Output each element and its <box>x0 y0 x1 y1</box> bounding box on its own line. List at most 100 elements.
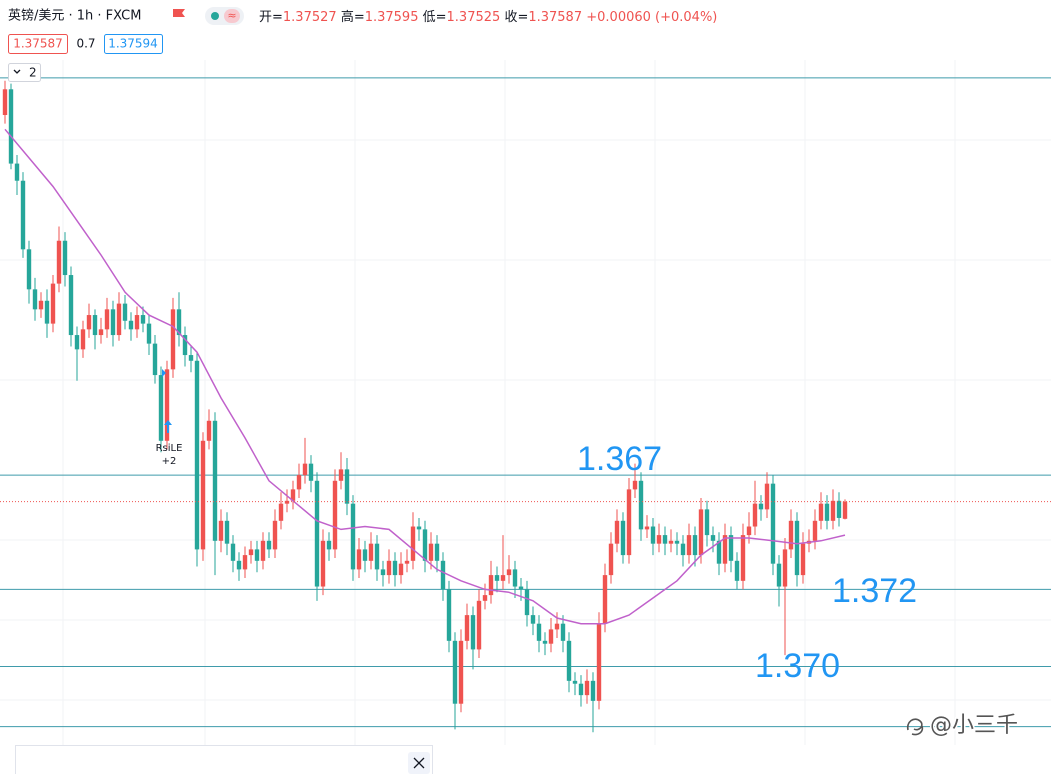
candle-body <box>770 483 776 564</box>
candle-body <box>782 549 788 587</box>
candle-body <box>452 640 458 704</box>
candle-body <box>554 623 560 630</box>
candle-body <box>776 563 782 587</box>
candle-body <box>176 309 182 336</box>
candle-body <box>410 526 416 561</box>
candle-body <box>842 501 848 519</box>
candle-body <box>116 303 122 336</box>
annotation: 1.372 <box>832 572 917 610</box>
bid-price[interactable]: 1.37587 <box>13 37 63 51</box>
candle-body <box>296 475 302 490</box>
candle-body <box>476 600 482 650</box>
candle-body <box>344 469 350 504</box>
candle-body <box>536 623 542 641</box>
candle-body <box>320 540 326 587</box>
candle-body <box>338 469 344 481</box>
candle-body <box>638 480 644 530</box>
candle-body <box>620 520 626 556</box>
indicator-count[interactable]: 2 <box>29 66 37 80</box>
candle-body <box>110 309 116 336</box>
watermark-icon <box>906 718 924 736</box>
candle-body <box>104 309 110 330</box>
indicators-toggle[interactable] <box>8 63 41 82</box>
candle-body <box>260 540 266 561</box>
candle-body <box>518 586 524 590</box>
candle-body <box>374 543 380 570</box>
candle-body <box>254 549 260 561</box>
candle-body <box>26 249 32 290</box>
spread: 0.7 <box>76 37 95 51</box>
candle-body <box>764 483 770 510</box>
symbol-title[interactable]: 英镑/美元 · 1h · FXCM <box>8 8 141 24</box>
candle-body <box>704 509 710 536</box>
candle-body <box>32 289 38 310</box>
candle-body <box>662 535 668 544</box>
candle-body <box>386 560 392 576</box>
candle-body <box>506 569 512 576</box>
ohlc-value: 1.37587 <box>528 10 582 25</box>
ohlc-label: 收= <box>504 10 528 25</box>
candle-body <box>278 503 284 521</box>
candle-body <box>74 335 80 350</box>
candle-body <box>734 560 740 581</box>
candle-body <box>722 535 728 564</box>
candle-body <box>314 480 320 587</box>
candle-body <box>194 360 200 550</box>
candle-body <box>122 303 128 321</box>
annotation: 1.370 <box>755 647 840 685</box>
change: +0.00060 <box>586 10 651 25</box>
candle-body <box>446 589 452 641</box>
candle-body <box>356 549 362 570</box>
ask-price[interactable]: 1.37594 <box>108 37 158 51</box>
candle-body <box>248 549 254 556</box>
candle-body <box>98 329 104 336</box>
candle-body <box>530 615 536 624</box>
candle-body <box>290 489 296 501</box>
candle-body <box>182 335 188 356</box>
candle-body <box>716 540 722 564</box>
candle-body <box>272 520 278 550</box>
candle-body <box>284 500 290 504</box>
candle-body <box>422 529 428 561</box>
candle-body <box>470 615 476 650</box>
candle-body <box>614 520 620 544</box>
candle-body <box>20 180 26 250</box>
signal-tick <box>162 369 166 377</box>
plot-area: 1.367 1.372 1.370 RsiLE +2 <box>0 77 1051 733</box>
candle-body <box>134 315 140 330</box>
candle-body <box>164 369 170 441</box>
candle-body <box>86 315 92 330</box>
candle-body <box>692 535 698 556</box>
candle-body <box>68 275 74 336</box>
candle-body <box>644 526 650 530</box>
candle-body <box>302 463 308 476</box>
candle-body <box>746 526 752 536</box>
candle-body <box>428 543 434 561</box>
annotation: 1.367 <box>577 440 662 478</box>
ask-box[interactable] <box>104 34 163 54</box>
candle-body <box>200 440 206 550</box>
candle-body <box>206 420 212 441</box>
candle-body <box>752 503 758 527</box>
chevron-icon <box>13 69 21 74</box>
candle-body <box>236 560 242 570</box>
candle-body <box>56 240 62 284</box>
candle-body <box>650 526 656 544</box>
candle-body <box>818 503 824 521</box>
candle-body <box>464 615 470 641</box>
candle-body <box>44 300 50 324</box>
live-icon-glyph: ≈ <box>227 9 236 22</box>
flag-icon[interactable] <box>173 9 185 17</box>
candle-body <box>800 543 806 576</box>
close-icon[interactable] <box>413 757 425 769</box>
candle-body <box>686 535 692 556</box>
candle-body <box>524 589 530 616</box>
candle-body <box>230 543 236 561</box>
candle-body <box>218 520 224 541</box>
candle-body <box>242 555 248 570</box>
bid-box[interactable] <box>8 34 68 54</box>
candle-body <box>266 540 272 550</box>
candle-body <box>602 575 608 624</box>
